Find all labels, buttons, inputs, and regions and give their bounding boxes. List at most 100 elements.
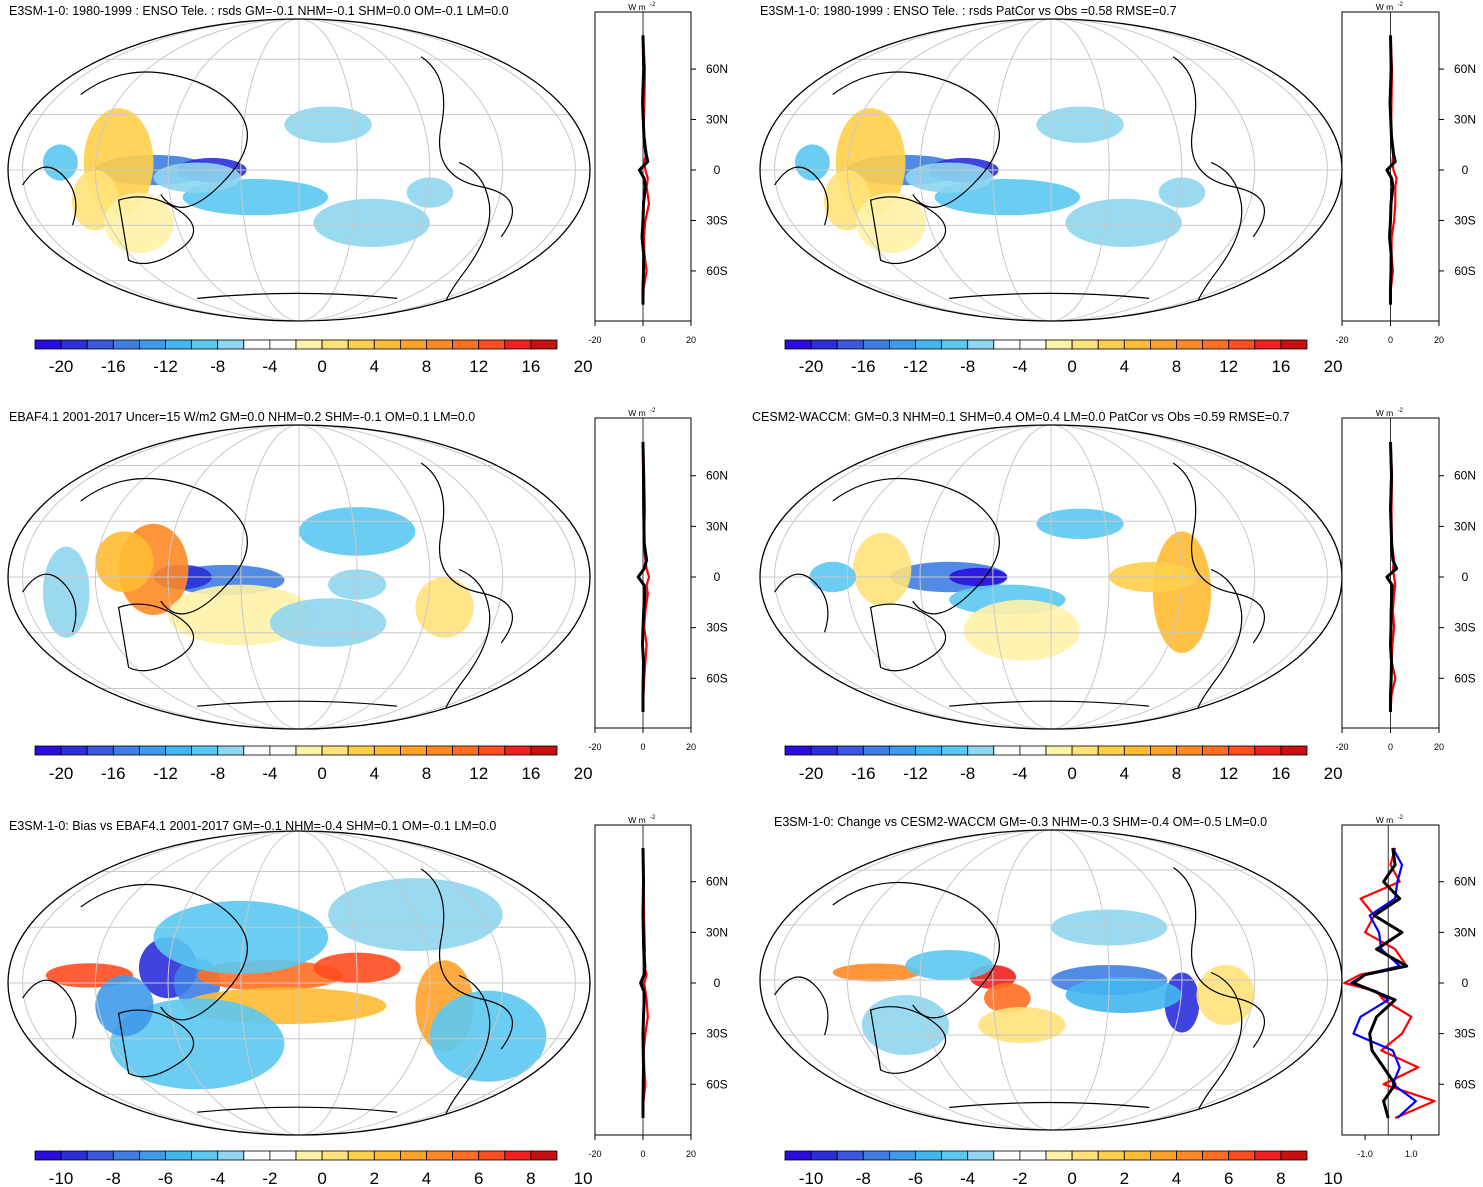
colorbar-swatch <box>941 339 969 350</box>
colorbar-tick-label: -4 <box>210 1169 225 1187</box>
coastline <box>22 979 77 1039</box>
colorbar-swatch <box>1019 745 1047 756</box>
anomaly-region <box>861 995 950 1055</box>
colorbar-swatch <box>347 1150 375 1161</box>
colorbar-swatch <box>1019 339 1047 350</box>
x-tick-label: 1.0 <box>1405 1149 1418 1159</box>
lat-tick-label: 60N <box>1454 62 1476 76</box>
longitude-gridline <box>774 425 1328 729</box>
anomaly-region <box>1051 909 1168 946</box>
colorbar: -20 -16 -12 -8 -4 0 4 8 12 16 20 <box>34 745 593 783</box>
coastline <box>1172 867 1266 1048</box>
profile-line-obs <box>1350 847 1418 1119</box>
colorbar-swatch <box>217 1150 245 1161</box>
colorbar-swatch <box>478 339 506 350</box>
profile-unit-exponent: -2 <box>650 408 656 414</box>
x-tick-label: -20 <box>588 1149 601 1159</box>
coastline <box>420 56 514 238</box>
colorbar-tick-label: 8 <box>1172 764 1181 783</box>
longitude-gridline <box>167 425 431 729</box>
map-field <box>760 19 1342 321</box>
colorbar-swatch <box>967 339 995 350</box>
colorbar-swatch <box>1176 339 1204 350</box>
lat-tick-label: 60N <box>706 62 728 76</box>
colorbar-swatch <box>426 745 454 756</box>
colorbar-swatch <box>915 745 943 756</box>
anomaly-region <box>963 599 1081 661</box>
colorbar-tick-label: 16 <box>521 764 540 783</box>
coastline <box>832 477 1000 615</box>
profile-unit-label: W m <box>628 408 645 418</box>
lat-tick-label: 30N <box>1454 113 1476 127</box>
colorbar-tick-label: 20 <box>574 357 593 376</box>
anomaly-region <box>299 507 416 556</box>
colorbar-swatch <box>967 1150 995 1161</box>
longitude-gridline <box>846 425 1256 729</box>
anomaly-region <box>95 531 154 593</box>
lat-tick-label: 30N <box>1454 925 1476 939</box>
map-field <box>760 830 1342 1130</box>
coastline <box>22 166 77 226</box>
colorbar-swatch <box>399 745 427 756</box>
colorbar-swatch <box>530 745 558 756</box>
colorbar-swatch <box>60 745 88 756</box>
longitude-gridline <box>846 19 1256 321</box>
colorbar-swatch <box>478 1150 506 1161</box>
colorbar-tick-label: -6 <box>908 1169 923 1187</box>
colorbar-swatch <box>1150 745 1177 756</box>
lat-tick-label: 0 <box>1462 163 1469 177</box>
colorbar-tick-label: -8 <box>210 357 225 376</box>
colorbar-swatch <box>217 745 245 756</box>
zonal-mean-profile: W m -2 60N 30N 0 30S 60S -20 0 20 <box>588 815 728 1159</box>
colorbar-swatch <box>1045 339 1073 350</box>
colorbar-tick-label: 12 <box>469 764 488 783</box>
coastline <box>774 976 829 1036</box>
longitude-gridline <box>992 425 1110 729</box>
lat-tick-label: 60S <box>1454 1077 1475 1091</box>
colorbar-tick-label: -10 <box>49 1169 74 1187</box>
colorbar: -20 -16 -12 -8 -4 0 4 8 12 16 20 <box>784 339 1343 376</box>
colorbar-swatch <box>86 339 114 350</box>
profile-unit-exponent: -2 <box>650 815 656 821</box>
colorbar-swatch <box>1228 339 1256 350</box>
colorbar-tick-label: -2 <box>1012 1169 1027 1187</box>
coastline <box>832 71 1000 208</box>
x-tick-label: 20 <box>1434 742 1444 752</box>
coastline <box>774 166 829 226</box>
lat-tick-label: 30N <box>1454 519 1476 533</box>
anomaly-region <box>284 106 372 143</box>
colorbar-tick-label: -16 <box>851 357 876 376</box>
anomaly-region <box>328 878 503 952</box>
colorbar-tick-label: 0 <box>1067 764 1076 783</box>
x-tick-label: -20 <box>588 335 601 345</box>
x-tick-label: 0 <box>1388 335 1393 345</box>
coastline <box>117 1009 195 1078</box>
coastline <box>117 196 195 265</box>
lat-tick-label: 60S <box>706 671 727 685</box>
profile-unit-label: W m <box>1376 408 1393 418</box>
lat-tick-label: 60S <box>1454 671 1475 685</box>
longitude-gridline <box>919 830 1183 1130</box>
profile-line-reference <box>1343 847 1436 1120</box>
colorbar-swatch <box>60 1150 88 1161</box>
anomaly-region <box>1036 508 1124 539</box>
lat-tick-label: 30S <box>1454 621 1475 635</box>
map-field <box>8 425 590 729</box>
longitude-gridline <box>774 830 1328 1130</box>
colorbar-tick-label: 16 <box>1271 357 1290 376</box>
colorbar-swatch <box>1254 339 1282 350</box>
zonal-mean-profile: W m -2 60N 30N 0 30S 60S -20 0 20 <box>1335 408 1476 752</box>
longitude-gridline <box>919 19 1183 321</box>
colorbar-swatch <box>34 1150 62 1161</box>
colorbar-tick-label: -8 <box>106 1169 121 1187</box>
colorbar-tick-label: 4 <box>422 1169 431 1187</box>
lat-tick-label: 60S <box>706 264 727 278</box>
colorbar-swatch <box>426 1150 454 1161</box>
x-tick-label: 20 <box>1434 335 1444 345</box>
colorbar-tick-label: 8 <box>422 764 431 783</box>
colorbar-swatch <box>112 745 140 756</box>
colorbar-swatch <box>1280 339 1308 350</box>
colorbar-swatch <box>373 745 401 756</box>
panel-6: E3SM-1-0: Change vs CESM2-WACCM GM=-0.3 … <box>759 815 1476 1187</box>
